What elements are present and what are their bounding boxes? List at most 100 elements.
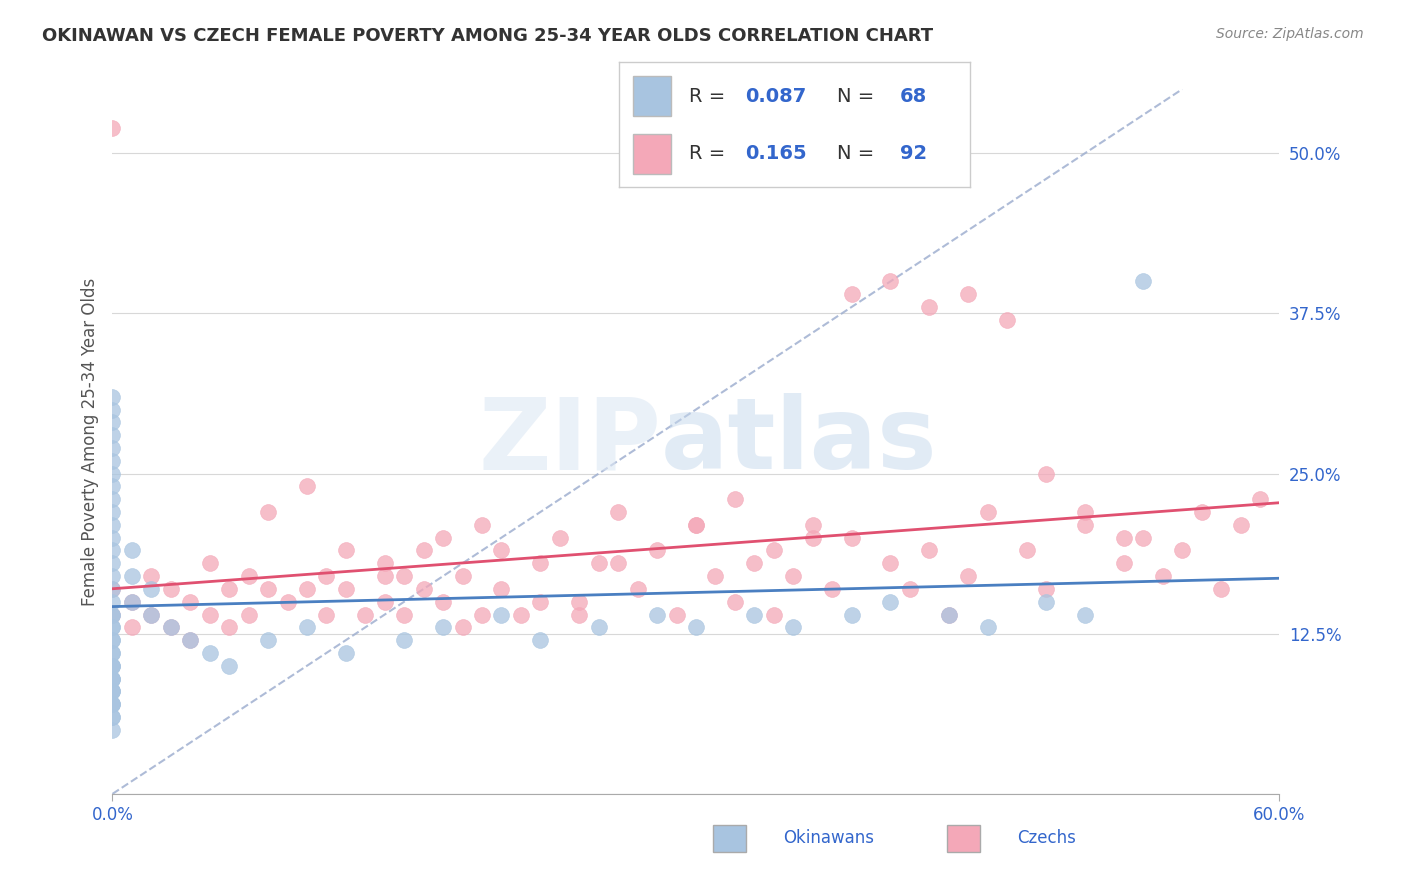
Point xyxy=(101,620,124,634)
Point xyxy=(744,607,766,622)
Point xyxy=(101,658,124,673)
Text: Czechs: Czechs xyxy=(1017,830,1076,847)
Text: N =: N = xyxy=(837,87,880,105)
Point xyxy=(160,582,183,596)
Point xyxy=(101,531,124,545)
Point xyxy=(1074,505,1097,519)
Point xyxy=(101,569,124,583)
Point xyxy=(179,595,201,609)
Point xyxy=(101,517,124,532)
Point xyxy=(101,646,124,660)
Point xyxy=(179,633,201,648)
Point xyxy=(744,556,766,570)
Point xyxy=(432,531,454,545)
Point xyxy=(1249,492,1271,507)
Point xyxy=(121,569,143,583)
Point xyxy=(374,569,396,583)
Point xyxy=(898,582,921,596)
Point xyxy=(1152,569,1174,583)
Point xyxy=(529,556,551,570)
Point xyxy=(121,595,143,609)
Point xyxy=(101,479,124,493)
Point xyxy=(374,556,396,570)
Point xyxy=(879,556,901,570)
Point xyxy=(101,684,124,698)
Point xyxy=(801,531,824,545)
Point xyxy=(335,646,357,660)
Point xyxy=(491,543,513,558)
Point xyxy=(976,505,998,519)
Point xyxy=(101,633,124,648)
Point xyxy=(645,607,668,622)
Point xyxy=(645,543,668,558)
Point xyxy=(1112,556,1135,570)
Point xyxy=(432,620,454,634)
Point xyxy=(101,658,124,673)
Point xyxy=(101,710,124,724)
Point xyxy=(1209,582,1232,596)
Point xyxy=(1229,517,1251,532)
Point xyxy=(295,479,318,493)
Point xyxy=(101,607,124,622)
Point xyxy=(412,582,434,596)
Point xyxy=(295,620,318,634)
Point xyxy=(101,672,124,686)
Point xyxy=(141,607,163,622)
Point xyxy=(198,607,221,622)
Point xyxy=(101,723,124,737)
Point xyxy=(141,607,163,622)
Point xyxy=(1074,517,1097,532)
Point xyxy=(101,697,124,711)
Point xyxy=(471,517,494,532)
Point xyxy=(218,658,240,673)
Point xyxy=(141,582,163,596)
Point xyxy=(101,672,124,686)
Point xyxy=(198,556,221,570)
Point xyxy=(335,543,357,558)
Point xyxy=(101,467,124,481)
Point xyxy=(101,454,124,468)
Point xyxy=(354,607,377,622)
FancyBboxPatch shape xyxy=(633,134,672,174)
Point xyxy=(607,556,630,570)
Point xyxy=(685,517,707,532)
Point xyxy=(918,300,941,314)
Point xyxy=(101,697,124,711)
Point xyxy=(412,543,434,558)
Point xyxy=(685,517,707,532)
Point xyxy=(1015,543,1038,558)
Point xyxy=(432,595,454,609)
Point xyxy=(101,543,124,558)
Point xyxy=(568,607,591,622)
Point xyxy=(1035,467,1057,481)
Point xyxy=(491,607,513,622)
Point xyxy=(101,120,124,135)
Point xyxy=(451,620,474,634)
Point xyxy=(665,607,688,622)
Text: R =: R = xyxy=(689,87,731,105)
Point xyxy=(957,569,980,583)
Point xyxy=(841,607,863,622)
Point xyxy=(101,633,124,648)
Point xyxy=(1191,505,1213,519)
Point xyxy=(607,505,630,519)
Point xyxy=(121,543,143,558)
Point xyxy=(879,595,901,609)
Point xyxy=(548,531,571,545)
Point xyxy=(101,492,124,507)
Point xyxy=(101,607,124,622)
Point xyxy=(762,543,785,558)
Text: N =: N = xyxy=(837,145,880,163)
Point xyxy=(1035,595,1057,609)
Point xyxy=(588,556,610,570)
Text: 0.087: 0.087 xyxy=(745,87,807,105)
Point xyxy=(101,582,124,596)
Point xyxy=(938,607,960,622)
Point xyxy=(995,313,1018,327)
Point xyxy=(238,607,260,622)
Point xyxy=(121,620,143,634)
Point xyxy=(782,569,804,583)
Point xyxy=(101,415,124,429)
Point xyxy=(588,620,610,634)
Point xyxy=(394,633,416,648)
